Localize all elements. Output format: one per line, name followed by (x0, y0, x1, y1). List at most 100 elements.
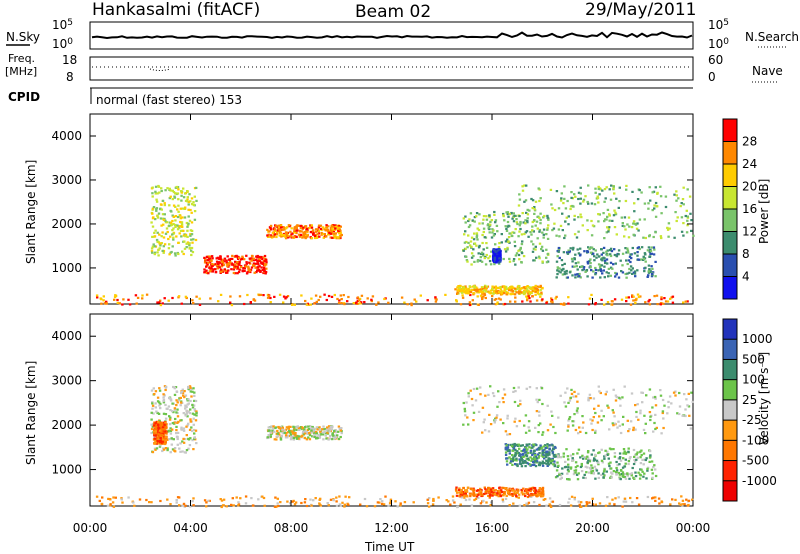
echo-cell (506, 238, 509, 241)
echo-cell (580, 501, 583, 504)
echo-cell (621, 471, 625, 474)
echo-cell (644, 432, 647, 435)
echo-cell (542, 233, 545, 236)
echo-cell (539, 295, 542, 298)
echo-cell (160, 224, 163, 227)
echo-cell (305, 234, 308, 237)
echo-cell (179, 229, 183, 232)
echo-cell (625, 296, 628, 299)
echo-cell (182, 252, 185, 256)
echo-cell (576, 248, 579, 251)
echo-cell (310, 226, 314, 229)
echo-cell (277, 425, 280, 429)
echo-cell (479, 502, 483, 505)
echo-cell (596, 253, 599, 256)
echo-cell (437, 496, 440, 499)
y-tick-label: 3000 (51, 173, 82, 187)
echo-cell (459, 493, 462, 496)
echo-cell (151, 404, 155, 407)
echo-cell (510, 492, 514, 496)
echo-cell (313, 433, 316, 436)
echo-cell (574, 195, 577, 198)
echo-cell (466, 288, 469, 291)
echo-cell (580, 216, 583, 219)
echo-cell (309, 303, 312, 306)
echo-cell (153, 436, 156, 439)
echo-cell (497, 297, 501, 300)
echo-cell (185, 221, 189, 225)
echo-cell (589, 258, 592, 261)
echo-cell (279, 232, 283, 235)
echo-cell (455, 489, 458, 493)
echo-cell (462, 287, 466, 291)
echo-cell (642, 428, 646, 431)
echo-cell (190, 197, 194, 200)
echo-cell (333, 232, 336, 235)
echo-cell (285, 233, 288, 236)
echo-cell (626, 419, 629, 422)
echo-cell (611, 409, 614, 412)
echo-cell (161, 217, 165, 220)
echo-cell (313, 430, 316, 433)
echo-cell (627, 447, 630, 450)
echo-cell (195, 410, 198, 413)
echo-cell (659, 303, 662, 306)
echo-cell (525, 443, 528, 446)
colorbar-swatch (723, 254, 737, 277)
echo-cell (614, 275, 617, 278)
echo-cell (300, 427, 303, 431)
echo-cell (678, 502, 681, 505)
echo-cell (541, 402, 544, 406)
echo-cell (686, 215, 689, 218)
echo-cell (485, 290, 488, 293)
echo-cell (282, 226, 286, 229)
echo-cell (551, 449, 554, 452)
echo-cell (527, 489, 530, 492)
echo-cell (463, 407, 466, 410)
echo-cell (245, 254, 248, 257)
echo-cell (538, 487, 542, 490)
echo-cell (574, 461, 578, 464)
echo-cell (631, 246, 634, 250)
echo-cell (112, 496, 115, 499)
echo-cell (600, 448, 603, 451)
echo-cell (165, 227, 169, 230)
echo-cell (536, 457, 539, 460)
echo-cell (176, 415, 180, 418)
echo-cell (219, 293, 223, 296)
echo-cell (521, 444, 524, 447)
echo-cell (463, 233, 466, 236)
echo-cell (273, 228, 277, 231)
echo-cell (172, 227, 175, 230)
echo-cell (308, 432, 311, 435)
echo-cell (637, 503, 641, 506)
echo-cell (453, 501, 456, 504)
echo-cell (479, 393, 482, 396)
echo-cell (524, 446, 528, 449)
echo-cell (340, 427, 343, 430)
echo-cell (313, 302, 316, 305)
y-tick-label: 2000 (51, 418, 82, 432)
echo-cell (504, 290, 508, 293)
echo-cell (162, 245, 165, 248)
echo-cell (537, 456, 540, 459)
echo-cell (618, 456, 622, 459)
echo-cell (681, 503, 684, 506)
echo-cell (284, 434, 288, 437)
echo-cell (189, 399, 192, 403)
echo-cell (155, 198, 158, 201)
echo-cell (295, 428, 298, 431)
echo-cell (183, 396, 186, 399)
echo-cell (517, 292, 521, 295)
echo-cell (585, 269, 589, 272)
echo-cell (315, 236, 318, 239)
echo-cell (325, 429, 329, 432)
echo-cell (536, 292, 540, 295)
echo-cell (237, 501, 240, 504)
echo-cell (481, 290, 484, 294)
echo-cell (529, 494, 532, 497)
echo-cell (498, 259, 501, 262)
echo-cell (653, 204, 656, 207)
echo-cell (470, 397, 474, 401)
echo-cell (469, 495, 472, 498)
